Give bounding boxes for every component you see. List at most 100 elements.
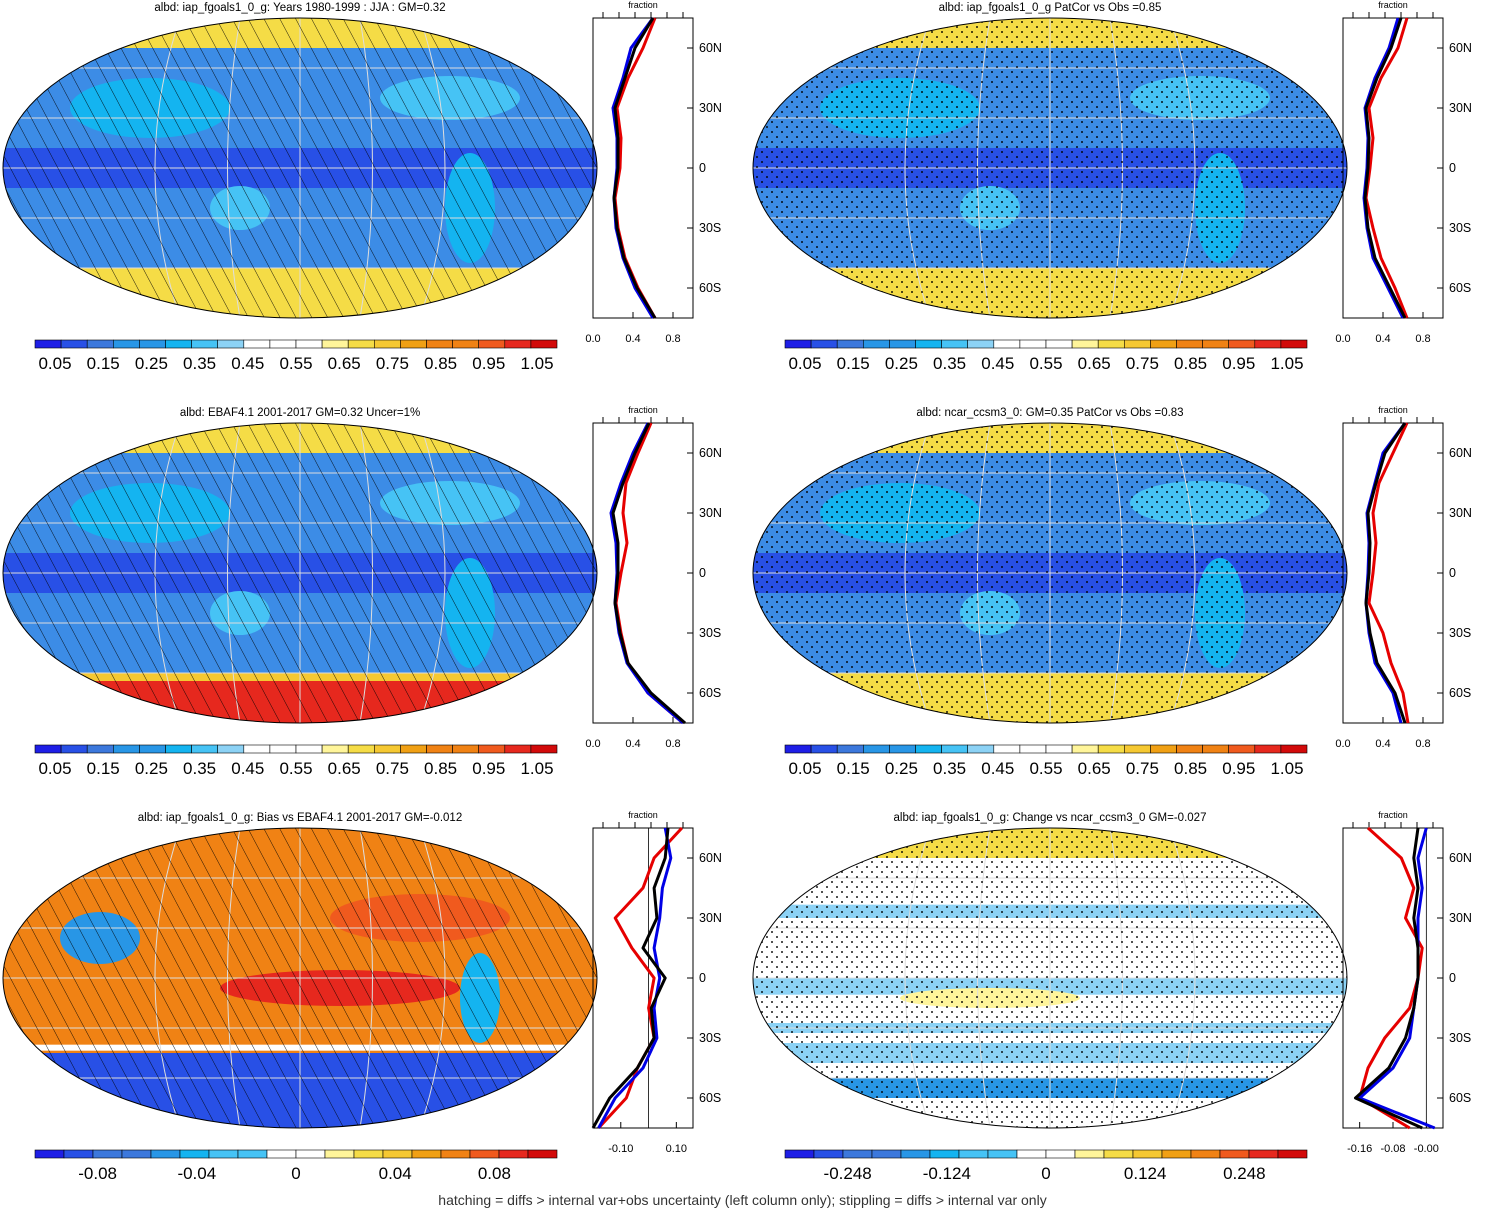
lat-tick-label: 60S [1449,686,1471,700]
colorbar-box [1280,744,1308,754]
lat-tick-label: 60N [699,851,722,865]
zonal-x-tick-label: -0.08 [1380,1143,1405,1155]
lat-tick-label: 60N [1449,41,1472,55]
colorbar-box [915,339,942,349]
colorbar-label: 0.85 [424,354,457,373]
colorbar-label: -0.04 [177,1164,216,1183]
colorbar-label: 0.248 [1223,1164,1266,1183]
colorbar-box [426,744,453,754]
colorbar-label: 1.05 [520,759,553,778]
hatching-overlay [3,828,597,1128]
colorbar-label: 0.45 [231,354,264,373]
colorbar-label: 0 [291,1164,300,1183]
colorbar-box [1019,339,1047,349]
colorbar-box [1016,1149,1047,1159]
lat-tick-label: 0 [1449,971,1456,985]
colorbar-box [1228,744,1256,754]
colorbar-box [478,339,506,349]
stippling-overlay [753,423,1347,723]
colorbar-box [60,339,88,349]
colorbar-box [150,1149,181,1159]
colorbar-box [165,744,192,754]
colorbar-box [1071,744,1099,754]
map-field [753,18,1347,318]
lat-tick-label: 60S [1449,1091,1471,1105]
colorbar-box [295,339,323,349]
footnote: hatching = diffs > internal var+obs unce… [438,1192,1047,1208]
colorbar-box [900,1149,931,1159]
colorbar-label: -0.08 [78,1164,117,1183]
colorbar-box [1074,1149,1105,1159]
lat-tick-label: 60N [699,446,722,460]
map-field [3,423,597,723]
lat-tick-label: 60S [699,1091,721,1105]
lat-tick-label: 0 [699,566,706,580]
zonal-line-black [1354,827,1423,1130]
colorbar-box [373,339,401,349]
zonal-line-black [1364,422,1407,724]
colorbar-box [60,744,88,754]
colorbar-label: -0.124 [923,1164,971,1183]
colorbar-label: 0.95 [472,759,505,778]
colorbar-box [237,1149,268,1159]
colorbar-box [452,339,480,349]
zonal-line-black [611,422,686,725]
zonal-x-tick-label: 0.10 [666,1143,687,1155]
colorbar-box [139,339,166,349]
colorbar-box [863,339,890,349]
hatching-overlay [3,18,597,318]
colorbar-box [504,744,532,754]
colorbar-label: 0.75 [376,354,409,373]
colorbar-box [243,339,271,349]
panel-5: albd: iap_fgoals1_0_g: Bias vs EBAF4.1 2… [2,810,722,1183]
colorbar-label: 0.55 [1029,354,1062,373]
colorbar-box [1202,339,1230,349]
zonal-x-tick-label: -0.10 [608,1143,633,1155]
colorbar-label: 0.15 [837,354,870,373]
colorbar-label: 0.35 [183,354,216,373]
colorbar-box [863,744,890,754]
colorbar-box [987,1149,1018,1159]
colorbar-label: 0.08 [478,1164,511,1183]
zonal-axis-label: fraction [1378,810,1408,820]
colorbar-box [440,1149,471,1159]
panel-title: albd: iap_fgoals1_0_g: Years 1980-1999 :… [154,2,445,14]
zonal-axis-label: fraction [1378,0,1408,10]
colorbar-label: 0.75 [1126,759,1159,778]
colorbar-label: -0.248 [824,1164,872,1183]
colorbar-box [191,339,219,349]
colorbar-label: 1.05 [1270,354,1303,373]
map-field [3,828,597,1128]
colorbar-box [1219,1149,1250,1159]
colorbar-box [504,339,532,349]
colorbar-box [530,744,558,754]
panel-title: albd: iap_fgoals1_0_g: Bias vs EBAF4.1 2… [138,812,462,824]
lat-tick-label: 60N [1449,851,1472,865]
zonal-line-black [591,827,670,1129]
colorbar-label: 0.05 [788,354,821,373]
colorbar-box [269,744,297,754]
colorbar-label: 0.25 [885,759,918,778]
colorbar-box [1254,744,1282,754]
map-border [752,17,1348,319]
colorbar-box [452,744,480,754]
colorbar-label: 0.85 [1174,354,1207,373]
colorbar-box [1150,339,1177,349]
lat-tick-label: 30S [1449,221,1471,235]
colorbar-label: 0.85 [424,759,457,778]
colorbar-box [915,744,942,754]
lat-tick-label: 30S [1449,626,1471,640]
colorbar-box [243,744,271,754]
panel-4: albd: ncar_ccsm3_0: GM=0.35 PatCor vs Ob… [752,405,1472,778]
colorbar-label: 0.65 [1078,759,1111,778]
colorbar-box [813,1149,844,1159]
colorbar-box [426,339,453,349]
colorbar-label: 0.75 [376,759,409,778]
zonal-x-tick-label: 0.8 [665,333,680,345]
zonal-axis-label: fraction [628,810,658,820]
lat-tick-label: 0 [1449,161,1456,175]
colorbar-box [993,744,1021,754]
colorbar-label: 0.15 [87,759,120,778]
colorbar-label: 0.95 [1222,759,1255,778]
zonal-line-red [1364,17,1409,319]
